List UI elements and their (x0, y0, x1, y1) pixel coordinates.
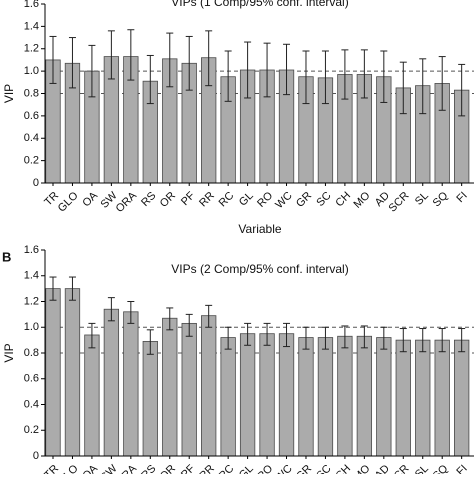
bar-ch (337, 335, 353, 457)
bar-ro (259, 333, 275, 457)
y-tick-label: 1.4 (24, 20, 39, 32)
category-label-or: OR (158, 463, 178, 474)
bar-or (162, 317, 178, 457)
category-label-sc: SC (314, 463, 333, 474)
bar-oa (84, 334, 100, 457)
panel-letter: B (2, 249, 11, 264)
chart-title: VIPs (1 Comp/95% conf. interval) (171, 0, 348, 9)
bar-ad (376, 337, 392, 457)
category-label-sl: SL (413, 190, 431, 208)
bar-pf (181, 322, 197, 457)
x-axis-label: Variable (238, 222, 281, 236)
category-label-gl: GL (237, 463, 256, 474)
y-tick-label: 1.6 (24, 0, 39, 10)
category-label-mo: MO (352, 462, 373, 474)
y-tick-label: 1.6 (24, 244, 39, 256)
category-label-sq: SQ (431, 462, 451, 474)
chart-title: VIPs (2 Comp/95% conf. interval) (171, 262, 348, 276)
bar-gr (298, 337, 314, 457)
category-label-rr: RR (197, 190, 217, 210)
category-label-sw: SW (99, 462, 120, 474)
bar-scr (395, 339, 411, 457)
y-tick-label: 1.0 (24, 65, 39, 77)
bar-sc (317, 337, 334, 457)
category-label-fi: FI (454, 463, 469, 474)
category-label-glo: GLO (56, 189, 81, 214)
category-label-wc: WC (273, 463, 294, 474)
category-label-ad: AD (373, 463, 392, 474)
category-label-ro: RO (255, 462, 275, 474)
category-label-wc: WC (273, 190, 294, 211)
y-tick-label: 0 (33, 177, 39, 189)
category-label-tr: TR (42, 463, 61, 474)
category-label-ora: ORA (114, 189, 140, 215)
category-label-gr: GR (294, 190, 314, 210)
category-label-fi: FI (454, 190, 469, 205)
bar-sl (415, 339, 431, 457)
y-tick-label: 1.2 (24, 295, 39, 307)
y-tick-label: 0.8 (24, 87, 39, 99)
y-tick-label: 1.0 (24, 321, 39, 333)
y-tick-label: 0.6 (24, 373, 39, 385)
category-label-ro: RO (255, 189, 275, 209)
bar-wc (278, 333, 295, 457)
category-label-rs: RS (139, 463, 158, 474)
y-tick-label: 0.4 (24, 132, 39, 144)
y-tick-label: 0.8 (24, 347, 39, 359)
y-tick-label: 0 (33, 450, 39, 462)
category-label-ch: CH (333, 190, 353, 210)
category-label-ra: RA (120, 462, 140, 474)
category-label-gr: GR (294, 463, 314, 474)
category-label-or: OR (158, 190, 178, 210)
bar-rs (142, 341, 158, 457)
bar-rr (201, 315, 217, 457)
category-label-lo: LO (62, 462, 81, 474)
category-label-sq: SQ (431, 189, 451, 209)
bar-ora (123, 311, 139, 457)
y-axis-label: VIP (2, 84, 16, 103)
y-tick-label: 0.4 (24, 398, 39, 410)
category-label-sc: SC (314, 190, 333, 209)
bar-sw (103, 308, 120, 457)
category-label-rs: RS (139, 190, 158, 209)
category-label-rr: RR (197, 463, 217, 474)
category-label-rc: RC (217, 190, 237, 210)
category-label-oa: OA (80, 189, 100, 209)
bar-sq (434, 339, 450, 457)
y-tick-label: 1.2 (24, 43, 39, 55)
category-label-oa: OA (80, 462, 100, 474)
bar-gl (239, 333, 256, 457)
category-label-pf: PF (179, 189, 198, 208)
bar-fi (454, 339, 470, 457)
category-label-ch: CH (333, 463, 353, 474)
y-tick-label: 0.6 (24, 110, 39, 122)
y-tick-label: 0.2 (24, 424, 39, 436)
category-label-mo: MO (352, 189, 373, 210)
category-label-gl: GL (237, 190, 256, 209)
category-label-pf: PF (179, 462, 198, 474)
bar-rc (220, 337, 236, 457)
y-tick-label: 1.4 (24, 270, 39, 282)
category-label-rc: RC (217, 463, 237, 474)
category-label-sl: SL (413, 463, 431, 474)
category-label-scr: SCR (387, 190, 412, 215)
y-axis-label: VIP (2, 343, 16, 362)
y-tick-label: 0.2 (24, 155, 39, 167)
bar-glo (64, 288, 81, 457)
bar-mo (356, 335, 373, 457)
bar-tr (45, 288, 61, 457)
